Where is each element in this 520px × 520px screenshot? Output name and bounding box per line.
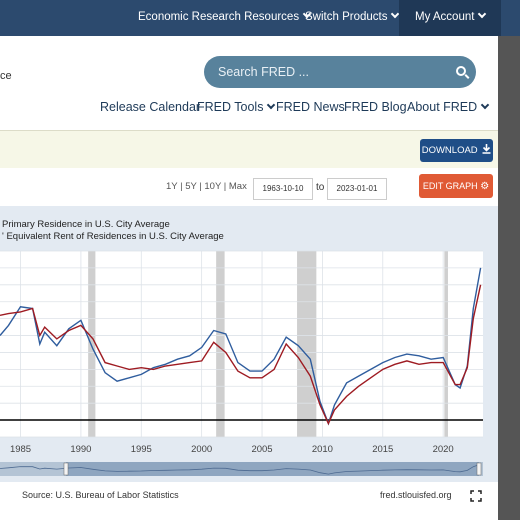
top-navigation-bar: Economic Research Resources Switch Produ… xyxy=(0,0,520,36)
recession-bar xyxy=(216,251,225,437)
edit-graph-label: EDIT GRAPH xyxy=(422,181,478,191)
x-tick-label: 1990 xyxy=(70,444,91,455)
gear-icon: ⚙ xyxy=(480,181,490,192)
x-tick-label: 2005 xyxy=(251,444,272,455)
download-icon xyxy=(482,144,491,154)
nav-about-fred[interactable]: About FRED xyxy=(407,100,490,114)
x-tick-label: 1995 xyxy=(131,444,152,455)
logo-text-fragment: ce xyxy=(0,70,12,82)
slider-window[interactable] xyxy=(66,462,479,476)
download-label: DOWNLOAD xyxy=(421,145,478,156)
slider-right-handle[interactable] xyxy=(476,462,482,476)
fullscreen-icon[interactable] xyxy=(470,490,482,502)
search-placeholder: Search FRED ... xyxy=(218,65,309,79)
x-tick-label: 2000 xyxy=(191,444,212,455)
site-header: ce Search FRED ... Release Calendar FRED… xyxy=(0,36,498,130)
legend-item-primary-residence: Primary Residence in U.S. City Average xyxy=(2,219,170,230)
series-line-primary-residence xyxy=(0,267,482,426)
window-scrollbar-region xyxy=(498,36,520,520)
switch-products-menu[interactable]: Switch Products xyxy=(305,0,400,36)
nav-fred-tools-label: FRED Tools xyxy=(197,100,264,114)
x-tick-labels: 1985 1990 1995 2000 2005 2010 2015 2020 xyxy=(10,444,454,455)
to-label: to xyxy=(316,182,325,193)
slider-mini-series xyxy=(0,463,481,475)
range-shortcuts[interactable]: 1Y | 5Y | 10Y | Max xyxy=(166,181,247,192)
start-date-input[interactable]: 1963-10-10 xyxy=(253,178,313,200)
recession-bar xyxy=(88,251,96,437)
date-range-controls: 1Y | 5Y | 10Y | Max 1963-10-10 to 2023-0… xyxy=(0,168,498,206)
my-account-label: My Account xyxy=(415,11,475,23)
search-input[interactable]: Search FRED ... xyxy=(204,56,476,88)
economic-research-resources-menu[interactable]: Economic Research Resources xyxy=(138,0,312,36)
nav-release-calendar[interactable]: Release Calendar xyxy=(100,100,201,114)
recession-bar xyxy=(444,251,448,437)
range-slider[interactable] xyxy=(0,462,483,476)
legend-item-owners-equivalent-rent: ' Equivalent Rent of Residences in U.S. … xyxy=(2,231,224,242)
graph-toolbar: DOWNLOAD xyxy=(0,130,498,168)
recession-bar xyxy=(297,251,317,437)
my-account-menu[interactable]: My Account xyxy=(399,0,502,36)
chart-footer: Source: U.S. Bureau of Labor Statistics … xyxy=(0,482,498,520)
economic-research-resources-label: Economic Research Resources xyxy=(138,11,300,23)
series-line-owners-equivalent-rent xyxy=(0,284,482,426)
series-lines xyxy=(0,267,482,426)
slider-left-handle[interactable] xyxy=(63,462,69,476)
source-text: Source: U.S. Bureau of Labor Statistics xyxy=(22,490,179,500)
grid-lines xyxy=(0,250,483,438)
download-button[interactable]: DOWNLOAD xyxy=(420,139,493,162)
edit-graph-button[interactable]: EDIT GRAPH ⚙ xyxy=(419,174,493,198)
x-tick-label: 2020 xyxy=(433,444,454,455)
end-date-input[interactable]: 2023-01-01 xyxy=(327,178,387,200)
nav-fred-tools[interactable]: FRED Tools xyxy=(197,100,276,114)
x-tick-label: 2015 xyxy=(372,444,393,455)
nav-fred-news[interactable]: FRED News xyxy=(276,100,345,114)
x-tick-label: 1985 xyxy=(10,444,31,455)
switch-products-label: Switch Products xyxy=(305,11,388,23)
nav-about-fred-label: About FRED xyxy=(407,100,478,114)
site-link[interactable]: fred.stlouisfed.org xyxy=(380,490,452,500)
search-icon[interactable] xyxy=(456,66,466,76)
plot-area xyxy=(0,251,483,437)
chart-svg: 1985 1990 1995 2000 2005 2010 2015 2020 xyxy=(0,250,483,476)
recession-bars xyxy=(88,251,448,437)
nav-fred-blog[interactable]: FRED Blog xyxy=(344,100,407,114)
x-tick-label: 2010 xyxy=(312,444,333,455)
